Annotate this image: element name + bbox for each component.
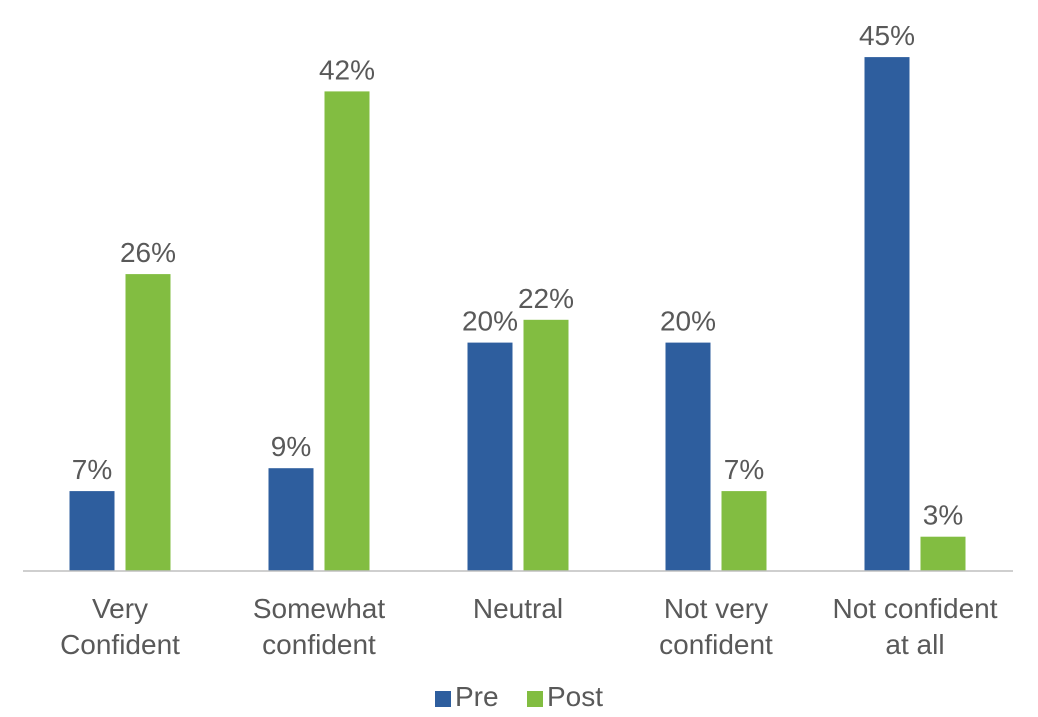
data-label-post-3: 7%: [724, 454, 764, 485]
bar-pre-1: [268, 468, 314, 571]
data-label-pre-2: 20%: [462, 306, 518, 337]
bar-post-2: [523, 319, 569, 571]
legend-label-pre: Pre: [455, 681, 499, 712]
data-label-pre-4: 45%: [859, 20, 915, 51]
legend-label-post: Post: [547, 681, 603, 712]
legend: Pre Post: [435, 681, 603, 712]
bar-pre-3: [665, 342, 711, 571]
data-label-pre-1: 9%: [271, 431, 311, 462]
legend-swatch-post: [527, 691, 543, 707]
category-label-3: Not very confident: [659, 593, 773, 660]
bar-layer: [69, 57, 966, 572]
data-label-pre-3: 20%: [660, 306, 716, 337]
category-label-layer: Very Confident Somewhat confident Neutral Not…: [60, 593, 998, 660]
bar-pre-4: [864, 57, 910, 572]
data-label-post-4: 3%: [923, 500, 963, 531]
data-label-pre-0: 7%: [72, 454, 112, 485]
bar-post-3: [721, 491, 767, 571]
data-label-post-2: 22%: [518, 283, 574, 314]
category-label-2: Neutral: [473, 593, 563, 624]
category-label-4: Not confident at all: [833, 593, 998, 660]
category-label-0: Very Confident: [60, 593, 180, 660]
category-label-1: Somewhat confident: [253, 593, 386, 660]
bar-pre-0: [69, 491, 115, 571]
bar-pre-2: [467, 342, 513, 571]
data-label-layer: 7% 9% 20% 20% 45% 26% 42% 22% 7% 3%: [72, 20, 963, 531]
data-label-post-0: 26%: [120, 237, 176, 268]
legend-swatch-pre: [435, 691, 451, 707]
bar-post-4: [920, 536, 966, 571]
bar-post-1: [324, 91, 370, 572]
bar-post-0: [125, 274, 171, 571]
data-label-post-1: 42%: [319, 54, 375, 85]
